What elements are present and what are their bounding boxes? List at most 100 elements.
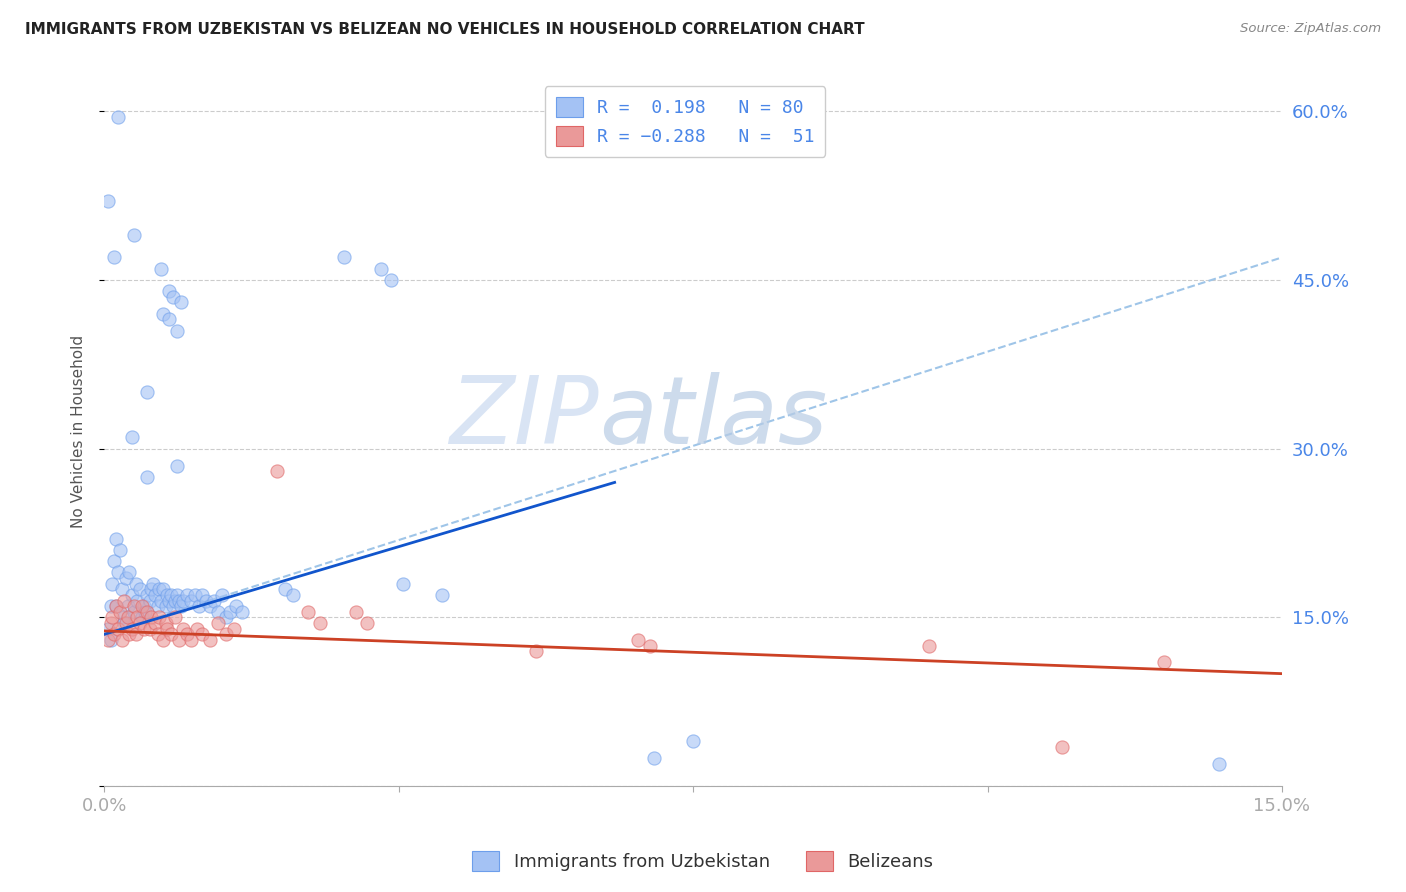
Point: [146, 627, 169, 641]
Point: [125, 576, 148, 591]
Point: [274, 582, 297, 597]
Point: [370, 261, 392, 276]
Point: [524, 644, 547, 658]
Point: [176, 627, 198, 641]
Point: [627, 632, 650, 647]
Point: [146, 599, 169, 614]
Text: ZIP: ZIP: [450, 372, 599, 463]
Point: [97, 622, 120, 636]
Point: [136, 470, 159, 484]
Point: [167, 593, 190, 607]
Point: [167, 632, 190, 647]
Point: [122, 227, 145, 242]
Point: [643, 751, 665, 765]
Point: [155, 599, 177, 614]
Point: [132, 599, 155, 614]
Point: [149, 261, 172, 276]
Point: [430, 588, 453, 602]
Point: [121, 622, 143, 636]
Point: [105, 532, 128, 546]
Point: [200, 632, 222, 647]
Point: [115, 571, 138, 585]
Point: [101, 610, 124, 624]
Point: [187, 599, 209, 614]
Point: [172, 622, 194, 636]
Point: [131, 599, 153, 614]
Point: [219, 605, 242, 619]
Point: [101, 576, 124, 591]
Point: [180, 632, 202, 647]
Point: [105, 599, 128, 614]
Point: [186, 622, 208, 636]
Point: [125, 627, 148, 641]
Point: [107, 110, 129, 124]
Point: [148, 582, 170, 597]
Point: [100, 599, 122, 614]
Point: [112, 593, 135, 607]
Point: [160, 627, 183, 641]
Point: [297, 605, 319, 619]
Point: [128, 615, 150, 630]
Point: [200, 599, 222, 614]
Text: IMMIGRANTS FROM UZBEKISTAN VS BELIZEAN NO VEHICLES IN HOUSEHOLD CORRELATION CHAR: IMMIGRANTS FROM UZBEKISTAN VS BELIZEAN N…: [25, 22, 865, 37]
Point: [103, 554, 125, 568]
Point: [117, 610, 139, 624]
Point: [141, 582, 163, 597]
Point: [191, 588, 214, 602]
Point: [127, 593, 149, 607]
Point: [100, 615, 122, 630]
Point: [344, 605, 367, 619]
Point: [103, 627, 125, 641]
Point: [152, 582, 174, 597]
Point: [152, 307, 174, 321]
Point: [139, 593, 162, 607]
Point: [170, 295, 193, 310]
Point: [162, 290, 184, 304]
Point: [172, 593, 194, 607]
Text: Source: ZipAtlas.com: Source: ZipAtlas.com: [1240, 22, 1381, 36]
Point: [380, 273, 402, 287]
Point: [107, 566, 129, 580]
Point: [141, 610, 163, 624]
Point: [356, 615, 378, 630]
Point: [122, 605, 145, 619]
Point: [134, 605, 156, 619]
Point: [163, 593, 186, 607]
Point: [103, 251, 125, 265]
Point: [211, 588, 233, 602]
Point: [107, 622, 129, 636]
Point: [202, 593, 225, 607]
Point: [122, 599, 145, 614]
Point: [97, 194, 120, 209]
Point: [121, 588, 143, 602]
Point: [309, 615, 332, 630]
Point: [160, 588, 183, 602]
Point: [100, 632, 122, 647]
Point: [139, 622, 162, 636]
Point: [131, 610, 153, 624]
Point: [127, 610, 149, 624]
Point: [128, 582, 150, 597]
Point: [176, 588, 198, 602]
Point: [136, 385, 159, 400]
Point: [207, 605, 229, 619]
Point: [157, 284, 180, 298]
Point: [391, 576, 413, 591]
Point: [121, 430, 143, 444]
Legend: Immigrants from Uzbekistan, Belizeans: Immigrants from Uzbekistan, Belizeans: [465, 844, 941, 879]
Point: [1208, 756, 1230, 771]
Point: [117, 599, 139, 614]
Point: [132, 622, 155, 636]
Point: [156, 622, 179, 636]
Point: [143, 588, 166, 602]
Point: [136, 588, 159, 602]
Point: [183, 588, 205, 602]
Point: [207, 615, 229, 630]
Point: [105, 599, 128, 614]
Point: [118, 627, 141, 641]
Point: [112, 615, 135, 630]
Point: [97, 632, 120, 647]
Point: [191, 627, 214, 641]
Point: [163, 610, 186, 624]
Point: [918, 639, 941, 653]
